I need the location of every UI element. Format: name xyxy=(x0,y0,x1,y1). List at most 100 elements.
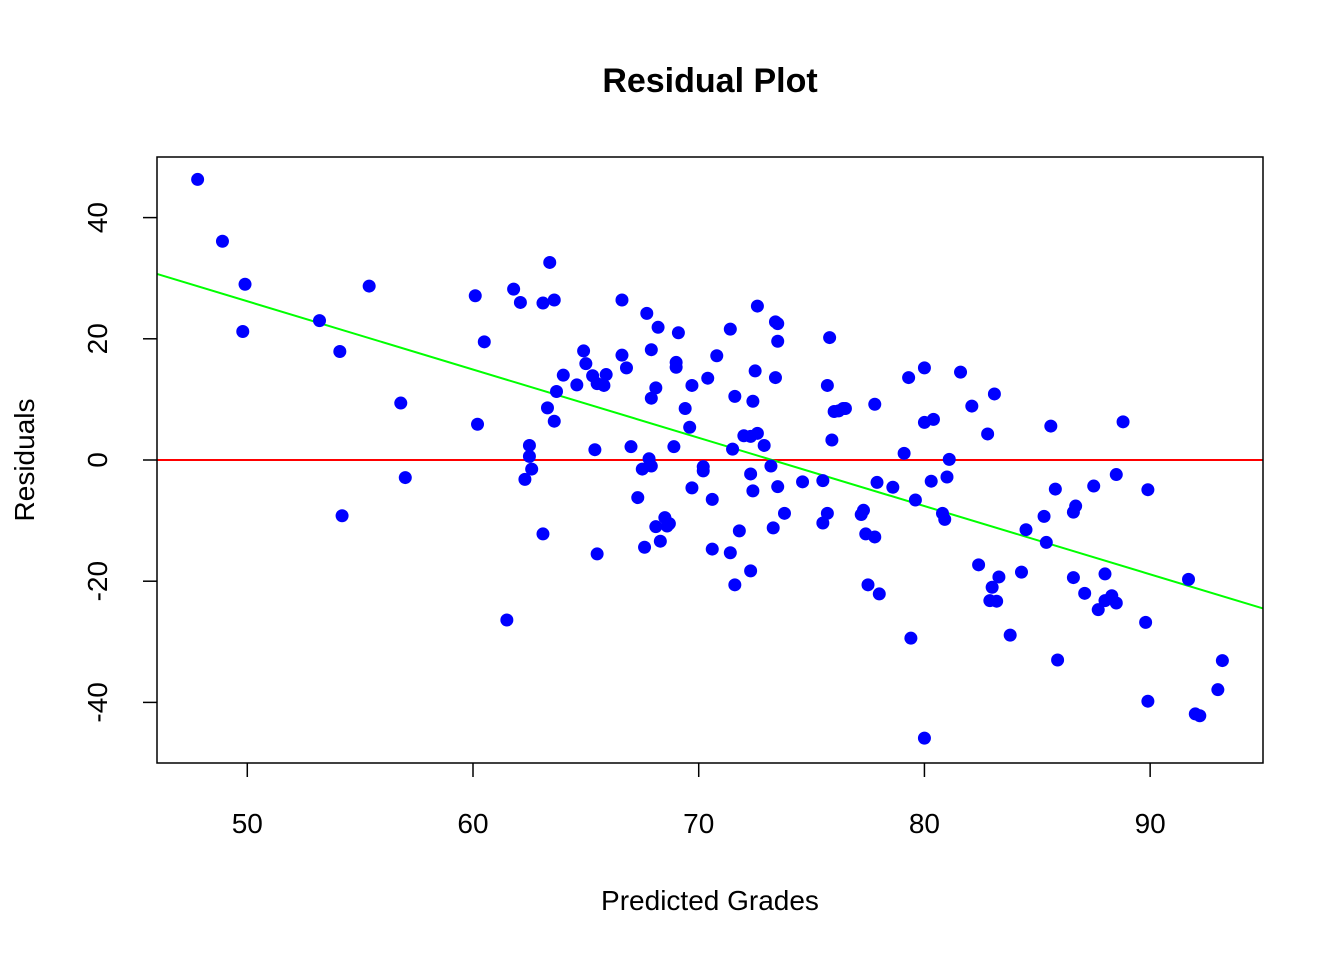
data-point xyxy=(820,506,834,520)
data-point xyxy=(926,412,940,426)
y-tick-label: 0 xyxy=(82,452,113,468)
data-point xyxy=(394,396,408,410)
data-point xyxy=(904,631,918,645)
data-point xyxy=(868,397,882,411)
data-point xyxy=(972,558,986,572)
data-point xyxy=(471,417,485,431)
y-tick-label: 40 xyxy=(82,202,113,233)
data-point xyxy=(1141,694,1155,708)
data-point xyxy=(992,570,1006,584)
data-point xyxy=(816,516,830,530)
data-point xyxy=(1211,683,1225,697)
data-point xyxy=(588,443,602,457)
data-point xyxy=(820,378,834,392)
data-point xyxy=(917,731,931,745)
data-point xyxy=(662,517,676,531)
data-point xyxy=(771,480,785,494)
data-point xyxy=(333,345,347,359)
data-point xyxy=(1039,535,1053,549)
data-point xyxy=(746,484,760,498)
data-point xyxy=(1069,499,1083,513)
data-point xyxy=(468,289,482,303)
data-point xyxy=(644,391,658,405)
data-point xyxy=(886,480,900,494)
y-tick-label: -40 xyxy=(82,682,113,722)
data-point xyxy=(669,360,683,374)
data-point xyxy=(518,472,532,486)
data-point xyxy=(940,470,954,484)
data-point xyxy=(1066,571,1080,585)
data-point xyxy=(766,521,780,535)
data-point xyxy=(1044,419,1058,433)
data-point xyxy=(1215,654,1229,668)
data-point xyxy=(522,449,536,463)
data-point xyxy=(685,481,699,495)
data-point xyxy=(1014,565,1028,579)
data-point xyxy=(624,440,638,454)
data-point xyxy=(990,594,1004,608)
y-axis-label: Residuals xyxy=(9,399,40,522)
data-point xyxy=(1193,709,1207,723)
data-point xyxy=(1116,415,1130,429)
data-point xyxy=(942,452,956,466)
data-point xyxy=(823,331,837,345)
data-point xyxy=(644,459,658,473)
data-point xyxy=(856,503,870,517)
data-point xyxy=(897,446,911,460)
data-point xyxy=(705,542,719,556)
data-point xyxy=(1109,468,1123,482)
data-point xyxy=(536,527,550,541)
data-point xyxy=(744,467,758,481)
data-point xyxy=(191,172,205,186)
data-point xyxy=(985,580,999,594)
data-point xyxy=(500,613,514,627)
chart-title: Residual Plot xyxy=(602,62,817,100)
data-point xyxy=(861,578,875,592)
data-point xyxy=(771,334,785,348)
data-point xyxy=(313,314,327,328)
data-point xyxy=(764,459,778,473)
data-point xyxy=(705,492,719,506)
data-points xyxy=(191,172,1229,745)
y-tick-label: 20 xyxy=(82,323,113,354)
x-tick-label: 70 xyxy=(683,808,714,839)
data-point xyxy=(685,378,699,392)
data-point xyxy=(599,368,613,382)
data-point xyxy=(981,427,995,441)
data-point xyxy=(590,547,604,561)
data-point xyxy=(597,378,611,392)
data-point xyxy=(1037,509,1051,523)
data-point xyxy=(746,394,760,408)
data-point xyxy=(640,306,654,320)
data-point xyxy=(917,361,931,375)
data-point xyxy=(1091,603,1105,617)
data-point xyxy=(723,322,737,336)
data-point xyxy=(1182,572,1196,586)
data-point xyxy=(1019,523,1033,537)
data-point xyxy=(550,385,564,399)
data-point xyxy=(398,471,412,485)
data-point xyxy=(796,475,810,489)
data-point xyxy=(570,378,584,392)
data-point xyxy=(507,282,521,296)
data-point xyxy=(631,491,645,505)
data-point xyxy=(777,506,791,520)
data-point xyxy=(522,438,536,452)
data-point xyxy=(728,389,742,403)
data-point xyxy=(757,438,771,452)
data-point xyxy=(728,578,742,592)
data-point xyxy=(965,399,979,413)
y-tick-label: -20 xyxy=(82,561,113,601)
data-point xyxy=(732,524,746,538)
data-point xyxy=(671,326,685,340)
data-point xyxy=(924,474,938,488)
data-point xyxy=(1051,653,1065,667)
data-point xyxy=(872,587,886,601)
data-point xyxy=(987,387,1001,401)
data-point xyxy=(651,320,665,334)
data-point xyxy=(748,364,762,378)
data-point xyxy=(477,335,491,349)
data-point xyxy=(649,520,663,534)
data-point xyxy=(653,534,667,548)
data-point xyxy=(540,401,554,415)
